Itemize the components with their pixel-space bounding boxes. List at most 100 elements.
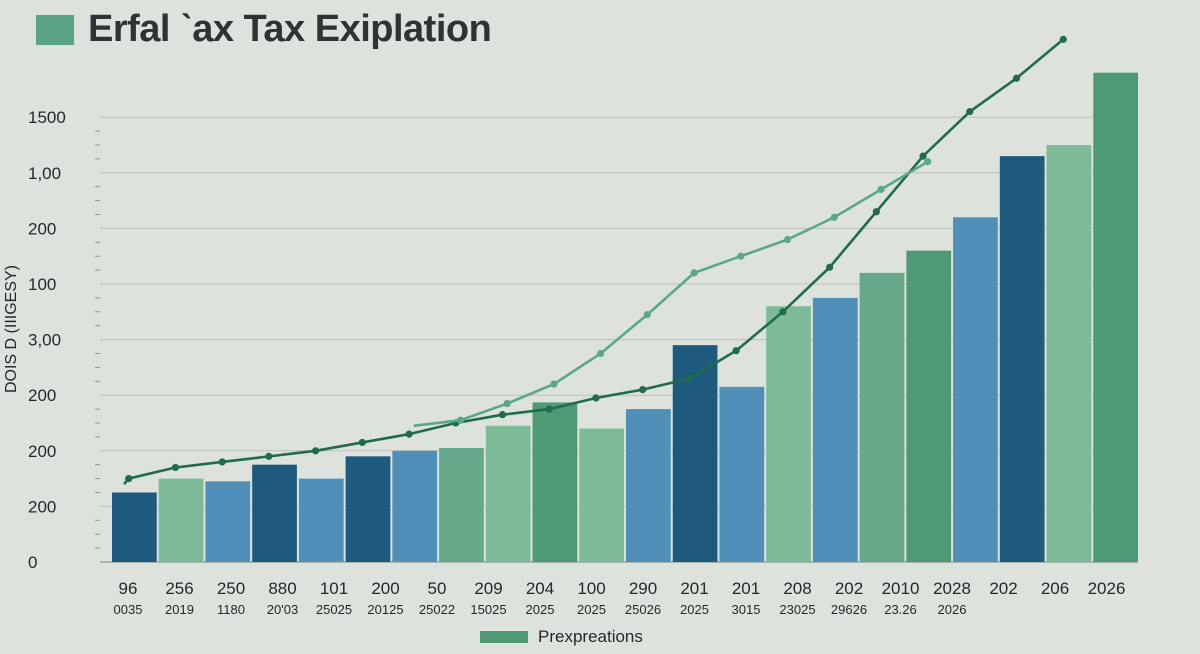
x-tick-label: 204 — [526, 579, 554, 598]
bar — [626, 409, 671, 562]
series-point — [779, 308, 786, 315]
series-point — [504, 400, 511, 407]
bar — [813, 298, 858, 562]
series-point — [172, 464, 179, 471]
x-tick-label: 208 — [783, 579, 811, 598]
y-tick-label: 200 — [28, 442, 56, 461]
bar — [486, 426, 531, 562]
x-tick-label: 50 — [428, 579, 447, 598]
legend-swatch — [480, 631, 528, 643]
x-tick-label: 880 — [268, 579, 296, 598]
legend-label: Prexpreations — [538, 627, 643, 647]
y-tick-label: 1500 — [28, 108, 66, 127]
x-tick-label: 200 — [371, 579, 399, 598]
series-point — [784, 236, 791, 243]
x-sub-label: 25025 — [316, 602, 352, 617]
series-point — [919, 153, 926, 160]
bar — [252, 465, 297, 562]
x-tick-label: 250 — [217, 579, 245, 598]
y-tick-label: 100 — [28, 275, 56, 294]
x-sub-label: 1180 — [217, 602, 245, 617]
x-tick-label: 202 — [989, 579, 1017, 598]
bar — [112, 493, 157, 563]
x-sub-label: 23025 — [779, 602, 815, 617]
y-tick-label: 1,00 — [28, 164, 61, 183]
x-tick-label: 202 — [835, 579, 863, 598]
series-point — [457, 417, 464, 424]
x-sub-label: 20'03 — [267, 602, 298, 617]
x-tick-label: 201 — [680, 579, 708, 598]
y-tick-label: 3,00 — [28, 331, 61, 350]
y-tick-label: 200 — [28, 219, 56, 238]
bar — [205, 481, 250, 562]
x-tick-label: 201 — [732, 579, 760, 598]
x-tick-label: 2028 — [933, 579, 971, 598]
x-sub-label: 2025 — [680, 602, 709, 617]
series-point — [873, 208, 880, 215]
series-point — [686, 375, 693, 382]
y-tick-label: 0 — [28, 553, 37, 572]
series-point — [644, 311, 651, 318]
series-point — [831, 214, 838, 221]
x-tick-label: 290 — [629, 579, 657, 598]
series-point — [826, 264, 833, 271]
x-tick-label: 101 — [320, 579, 348, 598]
series-point — [639, 386, 646, 393]
series-point — [1060, 36, 1067, 43]
bar — [533, 402, 578, 562]
y-tick-label: 200 — [28, 497, 56, 516]
series-point — [592, 394, 599, 401]
x-sub-label: 2025 — [577, 602, 606, 617]
x-sub-label: 25026 — [625, 602, 661, 617]
series-point — [265, 453, 272, 460]
x-tick-label: 256 — [165, 579, 193, 598]
series-point — [690, 269, 697, 276]
bar — [860, 273, 905, 562]
series-point — [877, 186, 884, 193]
series-point — [312, 447, 319, 454]
x-sub-label: 15025 — [470, 602, 506, 617]
bar — [953, 217, 998, 562]
series-point — [597, 350, 604, 357]
x-tick-label: 2010 — [882, 579, 920, 598]
series-point — [405, 431, 412, 438]
x-sub-label: 29626 — [831, 602, 867, 617]
bar — [1000, 156, 1045, 562]
y-tick-label: 200 — [28, 386, 56, 405]
bar — [299, 479, 344, 562]
x-sub-label: 2025 — [526, 602, 555, 617]
x-tick-label: 100 — [577, 579, 605, 598]
series-point — [966, 108, 973, 115]
x-tick-label: 96 — [119, 579, 138, 598]
series-point — [546, 406, 553, 413]
bar — [439, 448, 484, 562]
series-point — [125, 475, 132, 482]
series-point — [219, 458, 226, 465]
series-point — [924, 158, 931, 165]
bar — [766, 306, 811, 562]
x-sub-label: 25022 — [419, 602, 455, 617]
bar — [346, 456, 391, 562]
bar — [392, 451, 437, 562]
x-sub-label: 2019 — [165, 602, 194, 617]
series-point — [550, 380, 557, 387]
x-tick-label: 209 — [474, 579, 502, 598]
bar — [719, 387, 764, 562]
x-sub-label: 23.26 — [884, 602, 917, 617]
bar — [673, 345, 718, 562]
bar — [579, 429, 624, 562]
series-point — [733, 347, 740, 354]
x-sub-label: 20125 — [367, 602, 403, 617]
legend: Prexpreations — [480, 627, 643, 647]
series-point — [359, 439, 366, 446]
bar — [906, 251, 951, 562]
bar — [1093, 73, 1138, 562]
x-tick-label: 206 — [1041, 579, 1069, 598]
x-tick-label: 2026 — [1088, 579, 1126, 598]
x-sub-label: 2026 — [938, 602, 967, 617]
bar — [159, 479, 204, 562]
series-point — [737, 253, 744, 260]
x-sub-label: 0035 — [114, 602, 143, 617]
series-point — [1013, 75, 1020, 82]
